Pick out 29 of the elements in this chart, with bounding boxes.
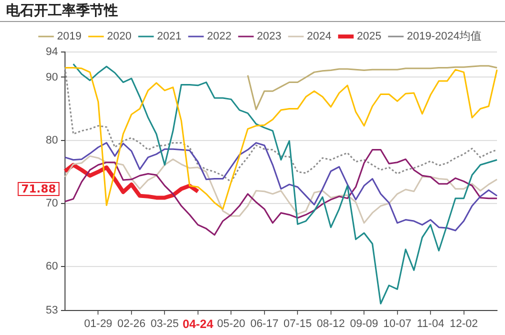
chart-title: 电石开工率季节性 bbox=[0, 0, 505, 22]
y-tick-label: 80 bbox=[46, 134, 58, 146]
y-tick-label: 90 bbox=[46, 71, 58, 84]
y-tick-label: 94 bbox=[46, 46, 58, 58]
x-tick-label: 02-26 bbox=[117, 318, 146, 330]
x-tick-label: 01-29 bbox=[84, 318, 112, 330]
x-tick-label: 09-09 bbox=[350, 318, 378, 330]
x-tick-label: 07-15 bbox=[284, 318, 312, 330]
x-tick-label: 05-20 bbox=[217, 318, 246, 330]
legend-label: 2019 bbox=[57, 30, 82, 43]
text: 71.88 bbox=[21, 182, 56, 196]
legend-label: 2021 bbox=[156, 30, 182, 43]
x-tick-label: 08-12 bbox=[316, 318, 345, 330]
x-tick-label: 10-07 bbox=[383, 318, 412, 330]
x-tick-label: 06-17 bbox=[250, 318, 278, 330]
legend-label: 2019-2024均值 bbox=[406, 30, 482, 43]
x-tick-label: 03-25 bbox=[150, 318, 179, 330]
x-tick-label: 11-04 bbox=[416, 318, 444, 330]
legend-label: 2022 bbox=[206, 30, 232, 43]
legend-label: 2025 bbox=[356, 30, 382, 43]
legend-label: 2023 bbox=[256, 30, 282, 43]
line-series bbox=[64, 67, 498, 183]
y-tick-label: 70 bbox=[46, 197, 58, 210]
y-tick-label: 53 bbox=[46, 304, 58, 317]
y-tick-label: 60 bbox=[46, 260, 58, 272]
legend-label: 2024 bbox=[306, 30, 332, 43]
x-tick-label: 12-02 bbox=[450, 318, 478, 330]
x-tick-label: 04-24 bbox=[182, 317, 214, 332]
legend-label: 2020 bbox=[107, 30, 132, 43]
